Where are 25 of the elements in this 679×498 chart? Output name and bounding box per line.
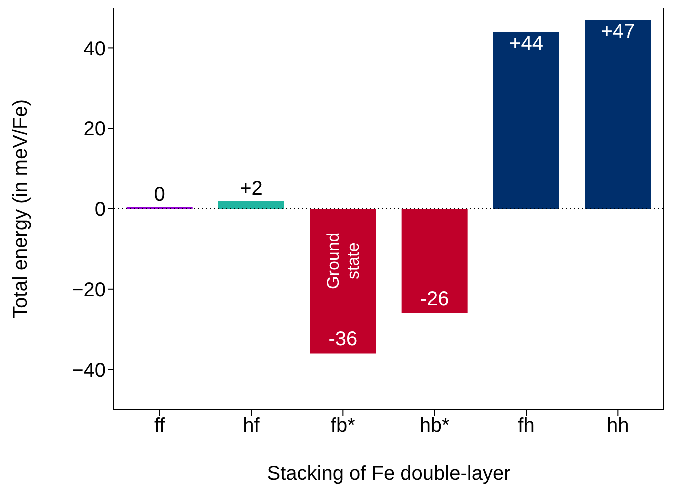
x-tick-label: hb* [420,415,450,438]
bar [585,20,652,209]
y-axis-title: Total energy (in meV/Fe) [10,100,32,318]
y-tick-label: −40 [72,360,106,382]
x-tick-label: hf [243,415,260,438]
y-tick-label: −20 [72,280,106,302]
y-tick-label: 20 [84,118,106,141]
data-label: +44 [510,33,544,56]
data-label: 0 [154,184,166,206]
data-label: -36 [328,328,358,351]
x-tick-label: fh [518,415,535,438]
x-tick-label: hh [607,415,630,438]
data-label: -26 [420,288,450,311]
data-label: +2 [240,178,263,200]
bar [218,200,284,209]
y-tick-label: 0 [94,199,106,222]
y-tick-label: 40 [84,38,106,60]
x-tick-label: fb* [330,415,356,438]
x-axis-title: Stacking of Fe double-layer [267,463,512,485]
bar [494,32,560,209]
bar [402,209,468,314]
data-label: +47 [601,21,636,44]
annotation: Ground state [324,232,364,290]
bar [310,209,376,354]
x-tick-label: ff [154,415,166,438]
